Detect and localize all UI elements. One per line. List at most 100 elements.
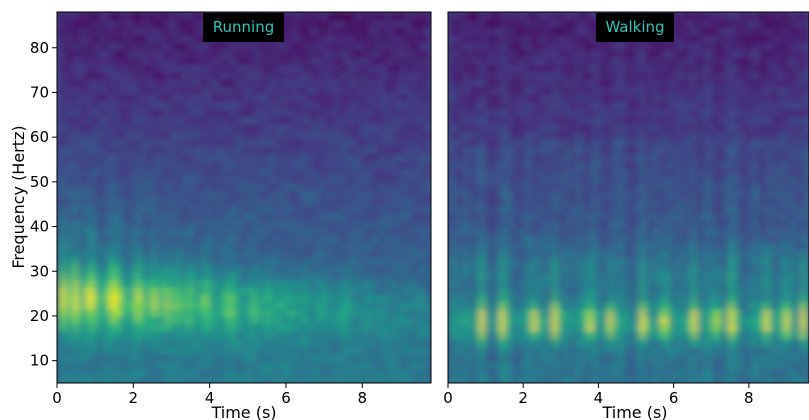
heatmap-cell [65, 345, 71, 355]
heatmap-cell [385, 182, 391, 192]
heatmap-cell [148, 323, 154, 333]
heatmap-cell [464, 204, 470, 214]
heatmap-cell [239, 71, 245, 80]
heatmap-cell [456, 308, 462, 318]
heatmap-cell [65, 71, 71, 80]
heatmap-cell [468, 227, 474, 236]
heatmap-cell [98, 375, 104, 383]
heatmap-cell [268, 204, 275, 214]
heatmap-cell [368, 190, 374, 199]
heatmap-cell [268, 219, 275, 229]
heatmap-cell [173, 12, 179, 21]
heatmap-cell [273, 368, 279, 377]
heatmap-cell [352, 316, 358, 325]
heatmap-cell [285, 360, 291, 370]
heatmap-cell [181, 323, 187, 333]
heatmap-cell [123, 353, 129, 362]
heatmap-cell [472, 264, 478, 273]
heatmap-cell [106, 93, 113, 103]
heatmap-cell [464, 41, 470, 51]
heatmap-cell [111, 249, 117, 258]
heatmap-cell [376, 93, 383, 103]
heatmap-cell [484, 375, 490, 383]
heatmap-cell [468, 101, 474, 110]
heatmap-cell [185, 204, 191, 214]
heatmap-cell [94, 301, 100, 310]
heatmap-cell [352, 41, 358, 51]
heatmap-cell [244, 323, 250, 333]
heatmap-cell [123, 138, 129, 147]
heatmap-cell [426, 56, 431, 65]
heatmap-cell [252, 78, 258, 88]
heatmap-cell [73, 63, 79, 73]
heatmap-cell [389, 316, 395, 325]
heatmap-cell [331, 63, 337, 73]
heatmap-cell [347, 56, 354, 65]
heatmap-cell [181, 227, 187, 236]
heatmap-cell [306, 338, 312, 347]
heatmap-cell [69, 279, 75, 288]
heatmap-cell [152, 93, 158, 103]
heatmap-cell [364, 293, 370, 303]
heatmap-cell [86, 256, 92, 266]
heatmap-cell [131, 123, 137, 132]
heatmap-cell [318, 115, 324, 125]
heatmap-cell [86, 293, 92, 303]
heatmap-cell [293, 63, 300, 73]
heatmap-cell [111, 345, 117, 355]
heatmap-cell [372, 308, 378, 318]
heatmap-cell [335, 316, 341, 325]
heatmap-cell [343, 108, 349, 117]
heatmap-cell [472, 242, 478, 251]
heatmap-cell [422, 175, 428, 184]
heatmap-cell [102, 190, 108, 199]
heatmap-cell [177, 316, 183, 325]
heatmap-cell [177, 286, 183, 295]
heatmap-cell [57, 360, 63, 370]
heatmap-cell [235, 316, 241, 325]
heatmap-cell [376, 345, 383, 355]
heatmap-cell [273, 93, 279, 103]
heatmap-cell [102, 279, 108, 288]
heatmap-cell [115, 271, 121, 281]
heatmap-cell [69, 360, 75, 370]
heatmap-cell [165, 323, 171, 333]
heatmap-cell [356, 242, 362, 251]
heatmap-cell [480, 123, 486, 132]
heatmap-cell [289, 123, 295, 132]
heatmap-cell [210, 271, 216, 281]
heatmap-cell [181, 190, 187, 199]
heatmap-cell [189, 86, 196, 95]
heatmap-cell [198, 19, 204, 28]
heatmap-cell [368, 138, 374, 147]
heatmap-cell [148, 190, 154, 199]
heatmap-cell [401, 167, 408, 177]
heatmap-cell [448, 49, 454, 58]
heatmap-cell [306, 123, 312, 132]
heatmap-cell [472, 190, 478, 199]
heatmap-cell [94, 279, 100, 288]
heatmap-cell [160, 345, 167, 355]
heatmap-cell [381, 227, 387, 236]
heatmap-cell [235, 249, 241, 258]
heatmap-cell [372, 197, 378, 206]
heatmap-cell [102, 182, 108, 192]
heatmap-cell [298, 12, 304, 21]
heatmap-cell [65, 323, 71, 333]
heatmap-cell [111, 86, 117, 95]
heatmap-cell [140, 26, 146, 36]
heatmap-cell [281, 286, 287, 295]
heatmap-cell [156, 271, 162, 281]
heatmap-cell [181, 56, 187, 65]
heatmap-cell [94, 12, 100, 21]
heatmap-cell [314, 301, 320, 310]
heatmap-cell [456, 249, 462, 258]
heatmap-cell [480, 293, 486, 303]
heatmap-cell [260, 368, 266, 377]
heatmap-cell [410, 34, 416, 43]
heatmap-cell [119, 182, 125, 192]
heatmap-cell [90, 279, 96, 288]
heatmap-cell [127, 160, 133, 169]
heatmap-cell [480, 375, 486, 383]
heatmap-cell [339, 63, 345, 73]
